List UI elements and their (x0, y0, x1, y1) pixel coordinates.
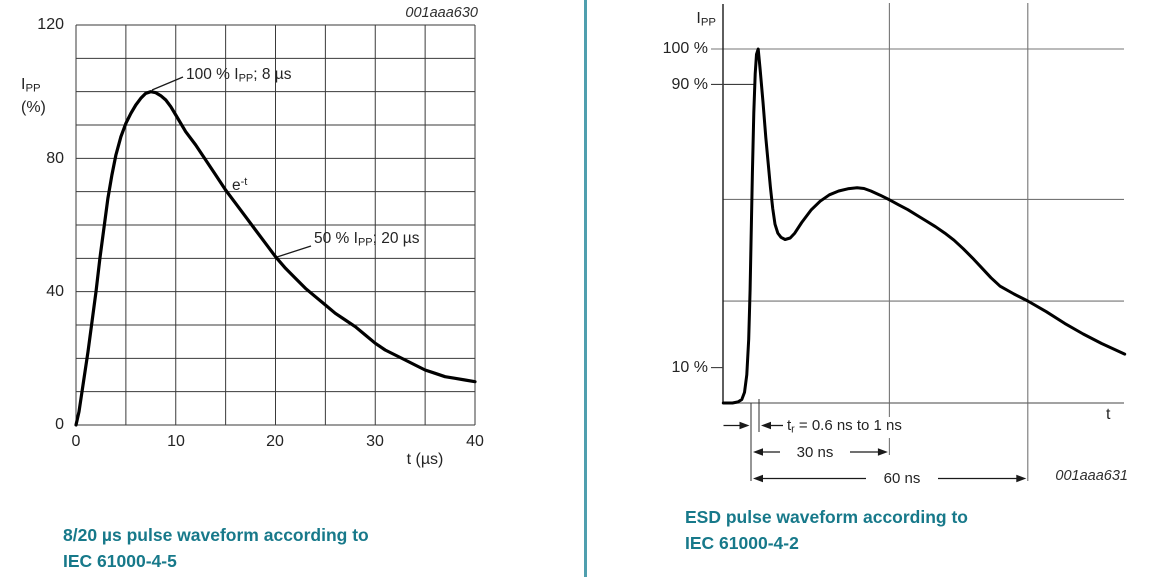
caption-right-line2: IEC 61000-4-2 (685, 533, 799, 553)
x-axis-title-left: t (µs) (406, 451, 444, 468)
annotation-exp-decay: e-t (232, 176, 248, 194)
y-label-100pct: 100 % (662, 40, 708, 57)
x-tick-30: 30 (366, 433, 384, 450)
caption-right: ESD pulse waveform according to IEC 6100… (685, 504, 968, 556)
y-tick-80: 80 (46, 150, 64, 167)
panel-divider (584, 0, 587, 577)
x-tick-20: 20 (266, 433, 284, 450)
y-axis-title-unit: (%) (21, 99, 46, 117)
y-label-90pct: 90 % (671, 76, 708, 93)
x-tick-40: 40 (466, 433, 484, 450)
figure-id-right: 001aaa631 (1055, 468, 1128, 484)
dim-label-rise-time: tr = 0.6 ns to 1 ns (783, 417, 906, 439)
figure-id-left: 001aaa630 (405, 5, 478, 21)
y-axis-title-symbol: IPP (21, 76, 41, 95)
annotation-peak: 100 % IPP; 8 µs (186, 66, 292, 85)
caption-left-line1: 8/20 µs pulse waveform according to (63, 525, 369, 545)
y-tick-120: 120 (37, 16, 64, 33)
y-label-10pct: 10 % (671, 359, 708, 376)
y-axis-title-left: IPP (%) (21, 75, 46, 117)
y-axis-title-right: IPP (696, 10, 716, 29)
x-tick-0: 0 (71, 433, 81, 450)
caption-left-line2: IEC 61000-4-5 (63, 551, 177, 571)
dim-label-60ns: 60 ns (866, 470, 938, 487)
caption-left: 8/20 µs pulse waveform according to IEC … (63, 522, 369, 574)
y-tick-0: 0 (55, 416, 64, 433)
x-axis-title-right: t (1106, 406, 1111, 423)
dim-label-30ns: 30 ns (780, 444, 850, 461)
annotation-half: 50 % IPP; 20 µs (314, 230, 420, 249)
x-tick-10: 10 (167, 433, 185, 450)
y-tick-40: 40 (46, 283, 64, 300)
caption-right-line1: ESD pulse waveform according to (685, 507, 968, 527)
